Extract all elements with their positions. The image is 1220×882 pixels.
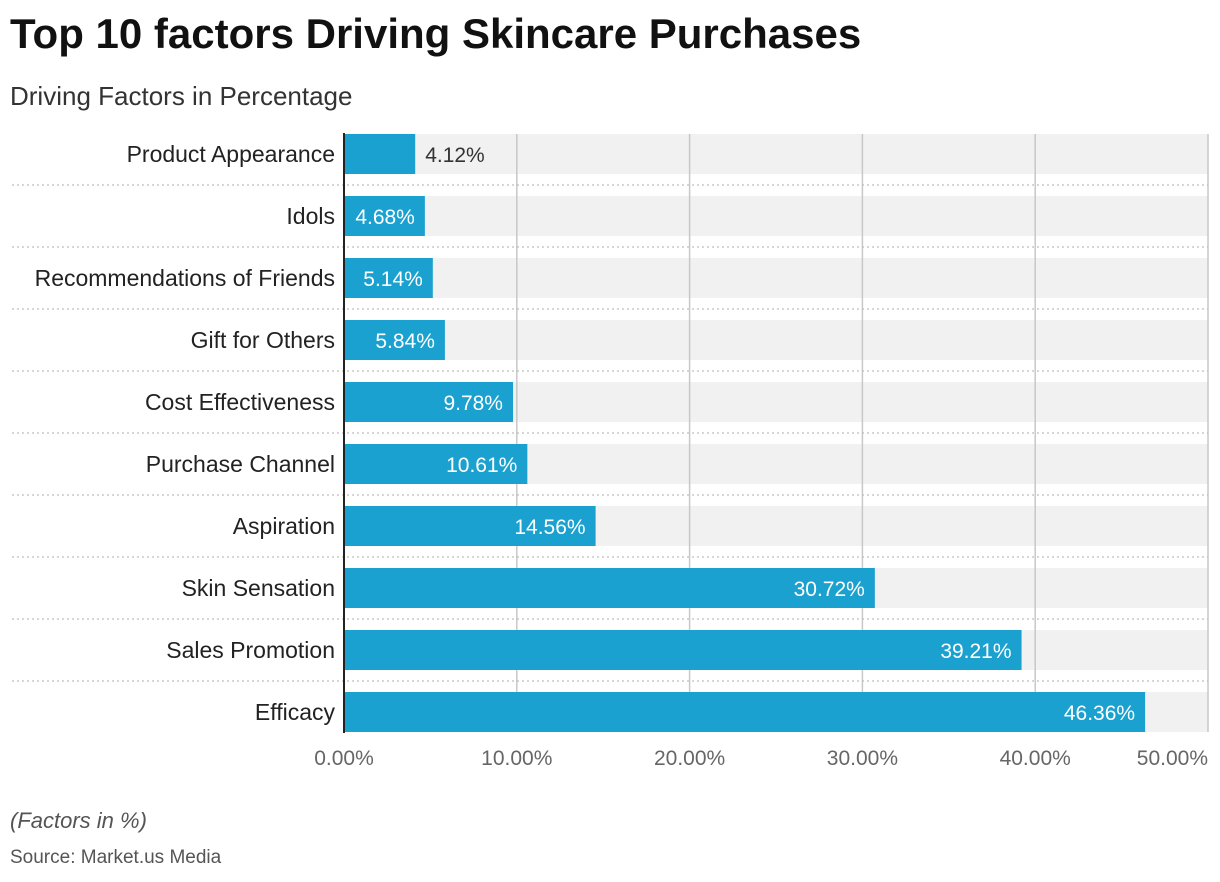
category-label: Product Appearance: [127, 141, 335, 167]
bars: [344, 134, 1146, 732]
value-label: 14.56%: [514, 516, 585, 539]
value-labels: 4.12% 4.68% 5.14% 5.84% 9.78% 10.61% 14.56% 30.…: [355, 144, 1135, 725]
bar: [344, 134, 416, 174]
category-label: Aspiration: [233, 513, 335, 539]
bar: [344, 692, 1146, 732]
bar: [344, 196, 425, 236]
bar-track: [344, 134, 1208, 174]
value-label: 46.36%: [1064, 702, 1135, 725]
x-tick-label: 0.00%: [314, 747, 374, 770]
category-label: Sales Promotion: [166, 637, 335, 663]
value-label: 9.78%: [443, 392, 503, 415]
bar: [344, 320, 445, 360]
value-label: 5.84%: [375, 330, 435, 353]
category-label: Gift for Others: [191, 327, 335, 353]
bar: [344, 258, 433, 298]
bar: [344, 568, 875, 608]
category-label: Recommendations of Friends: [35, 265, 335, 291]
bar-track: [344, 258, 1208, 298]
category-label: Purchase Channel: [146, 451, 335, 477]
x-tick-label: 40.00%: [1000, 747, 1071, 770]
value-label: 39.21%: [940, 640, 1011, 663]
row-separators: [12, 184, 1208, 682]
x-tick-label: 20.00%: [654, 747, 725, 770]
value-label: 5.14%: [363, 268, 423, 291]
value-label: 10.61%: [446, 454, 517, 477]
x-tick-label: 30.00%: [827, 747, 898, 770]
chart-title: Top 10 factors Driving Skincare Purchase…: [10, 10, 862, 57]
category-label: Idols: [286, 203, 335, 229]
value-label: 4.12%: [425, 144, 485, 167]
source-note: Source: Market.us Media: [10, 847, 222, 868]
chart-subtitle: Driving Factors in Percentage: [10, 81, 353, 111]
bar-chart: Product Appearance Idols Recommendations o…: [12, 133, 1209, 770]
bar-track: [344, 196, 1208, 236]
category-label: Cost Effectiveness: [145, 389, 335, 415]
x-tick-label: 10.00%: [481, 747, 552, 770]
footnote: (Factors in %): [10, 808, 147, 833]
category-label: Efficacy: [255, 699, 336, 725]
bar: [344, 382, 513, 422]
bar: [344, 630, 1022, 670]
bar-track: [344, 320, 1208, 360]
x-axis-tick-labels: 0.00% 10.00% 20.00% 30.00% 40.00% 50.00%: [314, 747, 1208, 770]
value-label: 4.68%: [355, 206, 415, 229]
category-label: Skin Sensation: [182, 575, 335, 601]
category-labels: Product Appearance Idols Recommendations o…: [35, 141, 336, 725]
value-label: 30.72%: [794, 578, 865, 601]
x-tick-label: 50.00%: [1137, 747, 1208, 770]
bar: [344, 444, 528, 484]
bar: [344, 506, 596, 546]
